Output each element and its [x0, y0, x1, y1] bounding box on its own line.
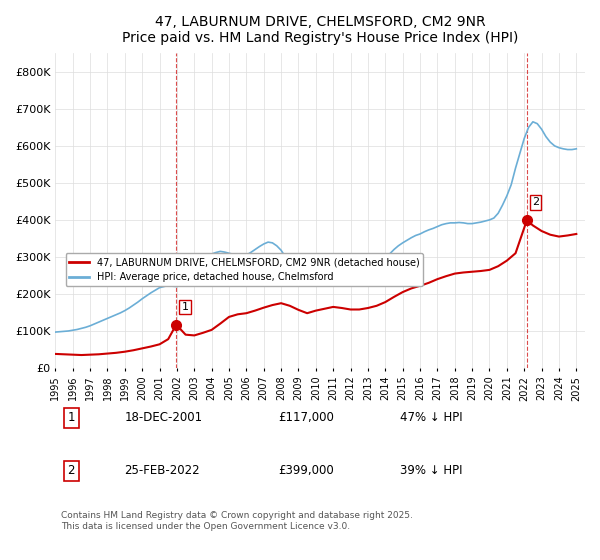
- Text: 1: 1: [181, 302, 188, 312]
- Text: 1: 1: [68, 411, 75, 424]
- Legend: 47, LABURNUM DRIVE, CHELMSFORD, CM2 9NR (detached house), HPI: Average price, de: 47, LABURNUM DRIVE, CHELMSFORD, CM2 9NR …: [65, 253, 423, 286]
- Text: 2: 2: [68, 464, 75, 477]
- Text: 39% ↓ HPI: 39% ↓ HPI: [400, 464, 462, 477]
- Text: 25-FEB-2022: 25-FEB-2022: [124, 464, 200, 477]
- Text: 2: 2: [532, 198, 539, 207]
- Title: 47, LABURNUM DRIVE, CHELMSFORD, CM2 9NR
Price paid vs. HM Land Registry's House : 47, LABURNUM DRIVE, CHELMSFORD, CM2 9NR …: [122, 15, 518, 45]
- Text: £117,000: £117,000: [278, 411, 334, 424]
- Text: 18-DEC-2001: 18-DEC-2001: [124, 411, 202, 424]
- Text: Contains HM Land Registry data © Crown copyright and database right 2025.
This d: Contains HM Land Registry data © Crown c…: [61, 511, 413, 531]
- Text: 47% ↓ HPI: 47% ↓ HPI: [400, 411, 462, 424]
- Text: £399,000: £399,000: [278, 464, 334, 477]
